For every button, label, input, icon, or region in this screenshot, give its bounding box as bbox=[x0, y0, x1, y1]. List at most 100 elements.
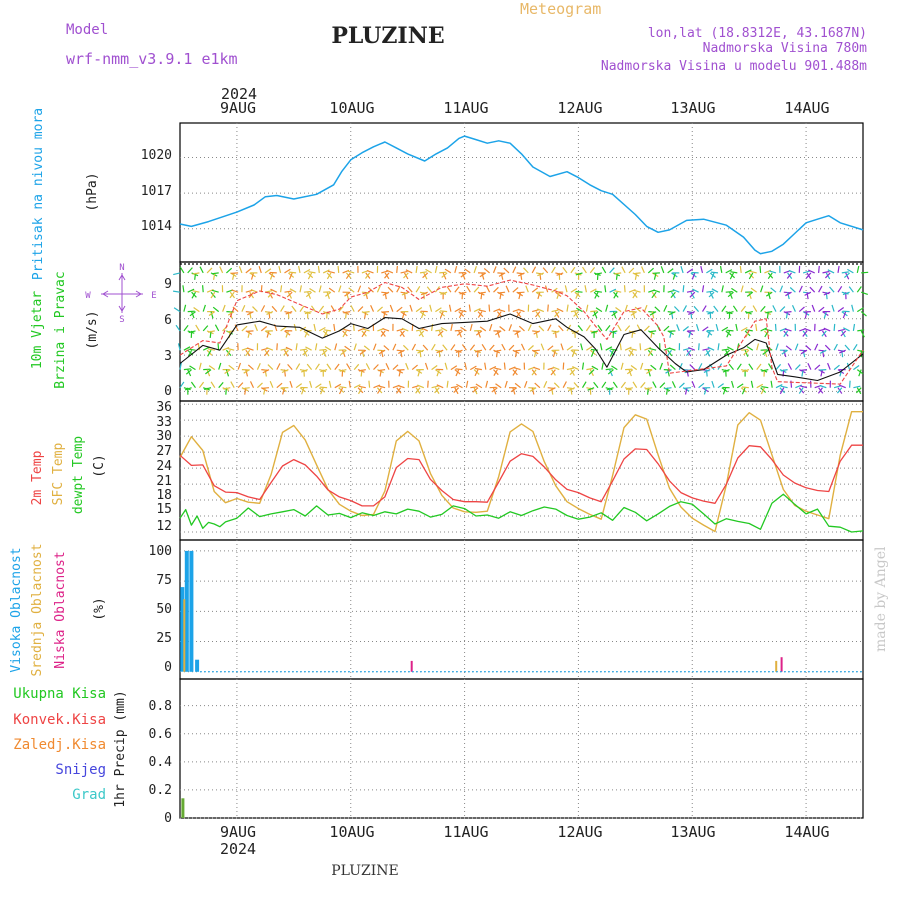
wind-barb bbox=[528, 346, 533, 351]
wind-barb bbox=[732, 381, 734, 388]
wind-barb bbox=[479, 310, 486, 312]
wind-barb bbox=[335, 364, 339, 370]
wind-barb bbox=[852, 305, 854, 312]
wind-barb bbox=[590, 311, 597, 312]
wind-barb bbox=[716, 324, 718, 331]
wind-ytick: 9 bbox=[164, 277, 172, 292]
wind-barb bbox=[591, 350, 598, 351]
wind-barb bbox=[820, 386, 827, 388]
wind-barb bbox=[621, 363, 623, 370]
wind-barb bbox=[384, 346, 389, 351]
wind-barb bbox=[644, 326, 649, 331]
wind-barb bbox=[184, 369, 191, 370]
wind-barb bbox=[651, 365, 657, 369]
date-tick-top: 13AUG bbox=[670, 99, 715, 117]
wind-barb bbox=[661, 266, 664, 273]
wind-barb bbox=[861, 312, 866, 317]
wind-barb bbox=[681, 266, 683, 273]
wind-barb bbox=[486, 381, 488, 388]
wind-barb bbox=[378, 386, 385, 388]
wind-barb bbox=[246, 269, 252, 273]
wind-barb bbox=[261, 348, 268, 350]
wind-barb bbox=[482, 344, 486, 350]
wind-barb bbox=[416, 329, 423, 331]
wind-barb bbox=[583, 363, 584, 370]
wind-barb bbox=[215, 325, 218, 331]
wind-barb bbox=[610, 268, 615, 273]
date-tick-top: 9AUG bbox=[220, 99, 256, 117]
wind-barb bbox=[533, 350, 540, 351]
wind-barb bbox=[474, 266, 476, 273]
wind-barb bbox=[498, 292, 505, 293]
low-cloud-label: Niska Oblacnost bbox=[53, 551, 68, 668]
wind-barb bbox=[513, 267, 516, 273]
wind-barb bbox=[642, 267, 645, 273]
wind-barb bbox=[773, 305, 776, 311]
wind-barb bbox=[722, 285, 724, 292]
wind-barb bbox=[443, 345, 447, 351]
wind-barb bbox=[832, 305, 834, 312]
precip-panel bbox=[180, 679, 863, 818]
wind-barb bbox=[327, 364, 331, 370]
wind-barb bbox=[288, 364, 293, 369]
wind-barb bbox=[669, 348, 676, 350]
wind-barb bbox=[803, 271, 810, 273]
wind-barb bbox=[630, 349, 637, 351]
wind-barb bbox=[528, 325, 531, 331]
wind-barb bbox=[199, 363, 201, 370]
wind-barb bbox=[761, 286, 763, 293]
pressure-label: Pritisak na nivou mora bbox=[31, 108, 46, 280]
wind-barb bbox=[543, 268, 548, 273]
wind-barb bbox=[319, 350, 326, 351]
wind-barb bbox=[335, 344, 337, 351]
wind-barb bbox=[806, 346, 811, 351]
wind-barb bbox=[853, 366, 859, 370]
wind-barb bbox=[532, 310, 539, 312]
wind-barb bbox=[196, 325, 200, 331]
wind-barb bbox=[834, 386, 841, 388]
wind-barb bbox=[227, 348, 234, 350]
date-tick-top: 12AUG bbox=[557, 99, 602, 117]
station-footer: PLUZINE bbox=[331, 863, 398, 879]
wind-barb bbox=[504, 268, 509, 273]
wind-barb bbox=[347, 271, 354, 273]
wind-barb bbox=[602, 267, 606, 273]
wind-barb bbox=[760, 266, 761, 273]
compass-south: S bbox=[119, 315, 124, 325]
wind-barb bbox=[857, 308, 863, 312]
wind-barb bbox=[634, 290, 641, 292]
temp-ytick: 30 bbox=[156, 429, 172, 444]
wind-barb bbox=[703, 306, 707, 312]
wind-barb bbox=[571, 311, 578, 312]
wind-barb bbox=[664, 326, 669, 331]
wind-barb bbox=[203, 326, 208, 331]
wind-barb bbox=[427, 287, 431, 293]
wind-barb bbox=[761, 306, 766, 311]
wind-barb bbox=[299, 266, 300, 273]
wind-barb bbox=[683, 327, 689, 331]
wind-barb bbox=[220, 267, 223, 273]
wind-barb bbox=[504, 363, 505, 370]
cloud-bar bbox=[195, 660, 199, 672]
wind-barb bbox=[320, 387, 327, 388]
wind-barb bbox=[410, 305, 412, 312]
wind-barb bbox=[633, 382, 637, 388]
compass-east: E bbox=[151, 291, 156, 301]
pressure-unit: (hPa) bbox=[85, 172, 100, 211]
wind-barb bbox=[541, 344, 544, 351]
wind-barb bbox=[552, 267, 556, 273]
wind-barb bbox=[367, 271, 374, 273]
wind-barb bbox=[649, 348, 656, 350]
wind-barb bbox=[290, 381, 292, 388]
wind-barb bbox=[776, 344, 778, 351]
wind-barb bbox=[532, 267, 535, 273]
wind-barb bbox=[761, 387, 768, 388]
wind-barb bbox=[571, 267, 575, 273]
wind-barb bbox=[447, 286, 451, 292]
wind-barb bbox=[742, 387, 749, 388]
wind-barb bbox=[701, 266, 703, 273]
wind-barb bbox=[563, 363, 564, 370]
wind-barb bbox=[819, 266, 820, 273]
wind-barb bbox=[231, 382, 234, 388]
